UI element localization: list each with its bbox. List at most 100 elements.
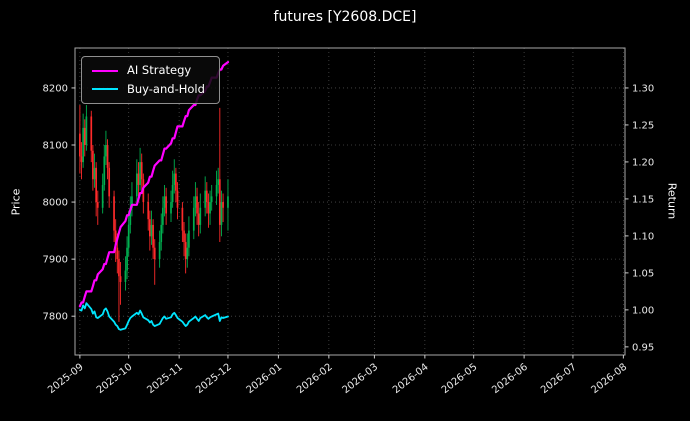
candle-body-up (93, 167, 96, 180)
x-tick-label: 2026-04 (391, 362, 431, 396)
candle-body-up (163, 196, 166, 208)
y-tick-label-left: 8000 (43, 198, 68, 209)
candle-body-down (96, 202, 99, 208)
legend-label-ai-strategy: AI Strategy (127, 63, 192, 77)
candle-body-down (183, 230, 185, 243)
ai-strategy-line-swatch (92, 69, 118, 72)
candle-body-up (101, 184, 104, 208)
candle-body-down (222, 202, 224, 208)
x-tick-label: 2025-10 (95, 362, 135, 396)
candle-body-up (188, 230, 190, 248)
candle-body-down (90, 116, 93, 151)
candle-body-down (165, 196, 167, 214)
y-tick-label-right: 1.20 (632, 157, 654, 168)
candle-body-down (140, 162, 143, 180)
x-tick-label: 2026-08 (590, 362, 630, 396)
x-tick-label: 2025-12 (194, 362, 234, 396)
buy-and-hold-line-swatch (92, 88, 118, 91)
y-tick-label-left: 7800 (43, 312, 68, 323)
y-tick-label-right: 0.95 (632, 342, 654, 353)
candle-body-up (210, 196, 213, 203)
candle-body-up (127, 224, 130, 248)
candle-body-up (162, 207, 164, 225)
x-tick-label: 2026-03 (341, 362, 381, 396)
candle-body-up (192, 207, 195, 231)
candle-body-down (205, 190, 208, 203)
y-axis-label-return: Return (665, 182, 679, 220)
y-tick-label-right: 1.00 (632, 305, 654, 316)
y-tick-label-right: 1.05 (632, 268, 654, 279)
candle-body-down (207, 202, 210, 214)
candle-body-up (135, 173, 138, 197)
candle-body-down (113, 196, 115, 231)
candle-body-up (129, 207, 132, 225)
buy-and-hold-line (79, 302, 229, 331)
plot-border (74, 47, 626, 356)
candle-body-down (116, 247, 119, 260)
candle-body-down (149, 219, 151, 237)
candle-body-up (85, 116, 88, 146)
candle-body-down (196, 196, 198, 214)
candle-body-up (209, 202, 211, 214)
y-tick-label-left: 8100 (43, 141, 68, 152)
candle-body-down (197, 213, 200, 225)
x-tick-label: 2026-01 (245, 362, 285, 396)
x-tick-label: 2025-11 (145, 362, 185, 396)
candle-body-down (108, 167, 111, 197)
candle-body-up (158, 242, 161, 260)
legend: AI Strategy Buy-and-Hold (81, 56, 220, 104)
candle-body-up (103, 156, 106, 185)
legend-item-ai-strategy: AI Strategy (92, 63, 205, 77)
candle-body-down (80, 156, 83, 163)
candle-body-down (118, 259, 120, 277)
y-tick-label-left: 7900 (43, 255, 68, 266)
candle-body-up (150, 224, 153, 237)
chart-title: futures [Y2608.DCE] (273, 9, 417, 25)
x-tick-label: 2026-07 (539, 362, 579, 396)
candle-body-up (82, 127, 84, 163)
candle-body-up (124, 270, 127, 282)
candle-body-down (114, 230, 117, 248)
candle-body-down (218, 179, 221, 225)
y-tick-label-right: 1.10 (632, 231, 654, 242)
candle-body-down (83, 127, 86, 146)
x-tick-label: 2025-09 (46, 362, 86, 396)
y-tick-label-right: 1.30 (632, 83, 654, 94)
candle-body-down (175, 173, 177, 191)
legend-label-buy-and-hold: Buy-and-Hold (127, 81, 205, 96)
candle-body-up (215, 184, 218, 197)
candle-body-up (126, 247, 128, 271)
candle-body-up (227, 196, 229, 208)
candle-body-down (147, 202, 150, 220)
y-tick-label-right: 1.15 (632, 194, 654, 205)
candle-body-up (170, 202, 172, 214)
candle-body-up (173, 173, 176, 185)
candle-body-down (79, 133, 81, 157)
candle-body-down (137, 173, 140, 185)
candle-body-down (176, 190, 179, 208)
x-tick-label: 2026-02 (295, 362, 335, 396)
x-tick-label: 2026-06 (490, 362, 530, 396)
candle-body-up (220, 202, 223, 225)
candle-body-up (186, 247, 189, 260)
y-tick-label-right: 1.25 (632, 120, 654, 131)
candle-body-down (181, 207, 184, 231)
candle-body-up (171, 184, 174, 203)
candle-body-up (194, 196, 197, 208)
candle-body-down (184, 242, 187, 260)
y-tick-label-left: 8200 (43, 83, 68, 94)
candle-body-up (160, 224, 163, 243)
candle-body-down (95, 167, 98, 203)
candle-body-up (131, 196, 133, 208)
candle-body-down (106, 145, 109, 168)
x-tick-label: 2026-05 (440, 362, 480, 396)
candle-body-up (199, 207, 202, 225)
candle-body-up (217, 179, 220, 185)
candle-body-up (105, 145, 107, 157)
candle-body-down (152, 224, 154, 248)
y-axis-label-price: Price (9, 188, 23, 216)
candle-body-down (92, 150, 94, 180)
candle-body-down (119, 276, 122, 282)
